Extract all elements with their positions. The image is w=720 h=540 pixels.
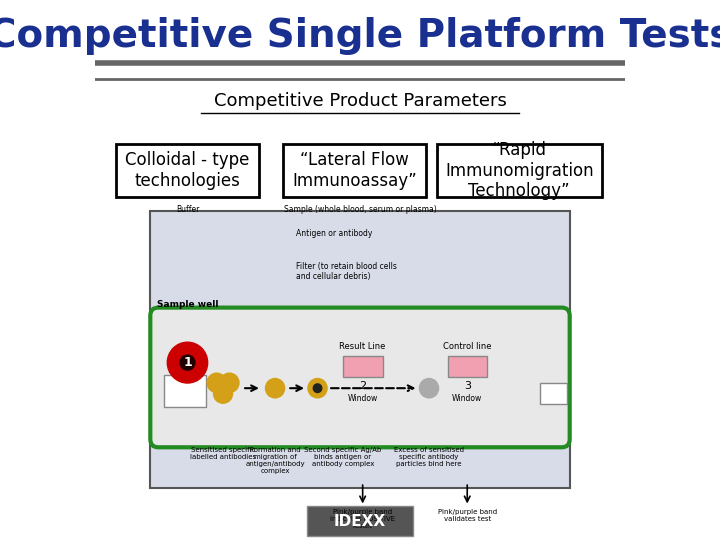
Text: Filter (to retain blood cells
and cellular debris): Filter (to retain blood cells and cellul…	[297, 262, 397, 281]
Text: Window: Window	[348, 394, 378, 402]
FancyBboxPatch shape	[437, 144, 601, 198]
Text: Sample well: Sample well	[157, 300, 218, 309]
Text: “Rapid
Immunomigration
Technology”: “Rapid Immunomigration Technology”	[445, 141, 593, 200]
FancyBboxPatch shape	[283, 144, 426, 198]
Text: Window: Window	[452, 394, 482, 402]
Text: Excess of sensitised
specific antibody
particles bind here: Excess of sensitised specific antibody p…	[394, 447, 464, 467]
Circle shape	[308, 379, 327, 398]
Bar	[541, 383, 567, 404]
Bar	[343, 356, 383, 377]
Circle shape	[180, 355, 195, 370]
Text: Sensitised specific
labelled antibodies: Sensitised specific labelled antibodies	[190, 447, 256, 460]
Text: Competitive Product Parameters: Competitive Product Parameters	[214, 92, 506, 110]
FancyBboxPatch shape	[150, 211, 570, 488]
Circle shape	[207, 373, 226, 393]
Text: Second specific Ag/Ab
binds antigen or
antibody complex: Second specific Ag/Ab binds antigen or a…	[305, 447, 382, 467]
Text: Competitive Single Platform Tests: Competitive Single Platform Tests	[0, 17, 720, 55]
Bar	[307, 507, 413, 536]
Text: 3: 3	[464, 381, 471, 390]
Text: 2: 2	[359, 381, 366, 390]
Text: Antigen or antibody: Antigen or antibody	[297, 229, 373, 238]
Text: Result Line: Result Line	[339, 342, 386, 350]
Text: Sample (whole blood, serum or plasma): Sample (whole blood, serum or plasma)	[284, 205, 436, 214]
Circle shape	[214, 384, 233, 403]
Text: IDEXX: IDEXX	[334, 514, 386, 529]
Text: Control line: Control line	[443, 342, 492, 350]
Text: 1: 1	[183, 356, 192, 369]
Bar	[448, 356, 487, 377]
Circle shape	[266, 379, 284, 398]
Circle shape	[313, 384, 322, 393]
Circle shape	[167, 342, 207, 383]
FancyBboxPatch shape	[116, 144, 259, 198]
Text: Buffer: Buffer	[176, 205, 199, 214]
Circle shape	[220, 373, 239, 393]
Text: Colloidal - type
technologies: Colloidal - type technologies	[125, 151, 250, 190]
Text: Pink/purple band
validates test: Pink/purple band validates test	[438, 509, 497, 522]
Circle shape	[420, 379, 438, 398]
Text: Pink/purple band
indicates POSITIVE
result: Pink/purple band indicates POSITIVE resu…	[330, 509, 395, 529]
FancyBboxPatch shape	[150, 308, 570, 447]
Text: “Lateral Flow
Immunoassay”: “Lateral Flow Immunoassay”	[292, 151, 417, 190]
Text: Formation and
migration of
antigen/antibody
complex: Formation and migration of antigen/antib…	[246, 447, 305, 474]
Bar	[163, 375, 206, 407]
